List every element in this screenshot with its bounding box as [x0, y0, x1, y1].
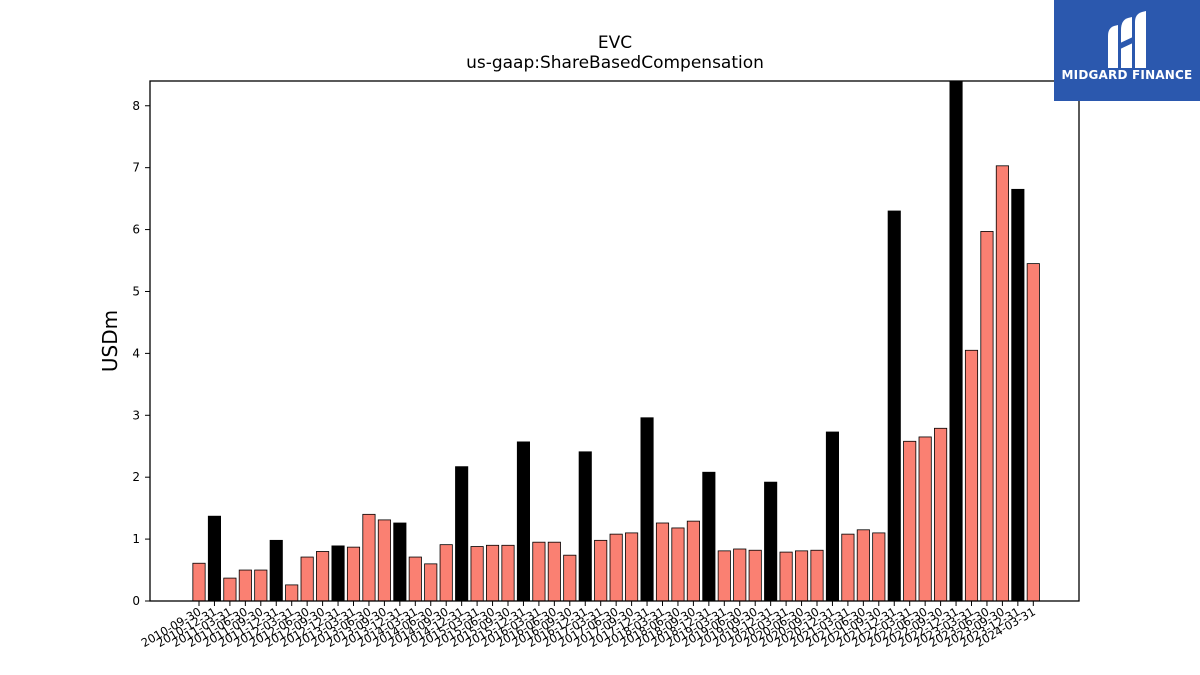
y-axis-label: USDm — [98, 310, 122, 372]
bar-2017-12-31 — [640, 417, 654, 602]
y-tick-label: 7 — [132, 161, 140, 175]
bar-2022-12-31 — [949, 80, 963, 602]
y-tick-label: 4 — [132, 346, 140, 360]
bar-2015-06-30 — [485, 544, 500, 602]
bar-2016-12-31 — [578, 451, 592, 602]
y-tick-label: 2 — [132, 470, 140, 484]
bar-2017-03-31 — [594, 539, 608, 602]
bar-2020-09-30 — [810, 549, 824, 602]
bar-2018-12-31 — [702, 471, 716, 602]
brand-logo: MIDGARD FINANCE — [1054, 0, 1200, 101]
bar-2016-06-30 — [547, 541, 561, 602]
bar-2015-09-30 — [501, 544, 515, 602]
brand-name: MIDGARD FINANCE — [1061, 68, 1193, 82]
bar-2022-09-30 — [934, 427, 948, 602]
bar-2020-12-31 — [825, 431, 839, 602]
bar-2016-03-31 — [532, 541, 546, 602]
bar-2023-09-30 — [995, 165, 1009, 602]
bars-group — [192, 80, 1040, 602]
bar-2012-12-31 — [331, 545, 345, 602]
bar-2011-09-30 — [254, 569, 268, 602]
bar-2012-03-31 — [285, 584, 299, 602]
bar-2019-09-30 — [748, 549, 762, 602]
bar-2019-06-30 — [733, 548, 747, 602]
bar-2018-03-31 — [655, 522, 670, 602]
y-tick-label: 0 — [132, 594, 140, 608]
bar-2023-03-31 — [964, 349, 979, 602]
y-tick-label: 8 — [132, 99, 140, 113]
bar-2017-09-30 — [625, 532, 639, 602]
bar-2018-09-30 — [686, 520, 700, 602]
bar-2010-09-30 — [192, 562, 206, 602]
bar-2017-06-30 — [609, 533, 623, 602]
bar-2013-03-31 — [346, 546, 361, 602]
bar-2011-12-31 — [269, 539, 283, 602]
bar-2014-03-31 — [408, 556, 422, 602]
x-axis: 2010-09-302010-12-312011-03-312011-06-30… — [139, 601, 1038, 650]
bar-2021-12-31 — [887, 210, 901, 602]
bar-2020-06-30 — [795, 550, 809, 602]
bar-2023-06-30 — [980, 231, 994, 602]
bar-2021-03-31 — [841, 533, 855, 602]
bar-2012-06-30 — [300, 556, 314, 602]
bar-2013-09-30 — [377, 519, 391, 602]
y-tick-label: 1 — [132, 532, 140, 546]
y-tick-label: 6 — [132, 223, 140, 237]
chart-subtitle: us-gaap:ShareBasedCompensation — [466, 53, 764, 73]
bar-2022-03-31 — [903, 440, 917, 602]
bar-2019-12-31 — [764, 481, 778, 602]
bar-2019-03-31 — [717, 550, 731, 602]
bar-2012-09-30 — [316, 551, 330, 602]
plot-frame — [149, 80, 1080, 602]
bar-2011-03-31 — [223, 577, 237, 602]
bar-2013-12-31 — [393, 522, 407, 602]
bar-2015-12-31 — [516, 441, 530, 602]
bar-2021-06-30 — [856, 529, 870, 602]
bar-2013-06-30 — [362, 513, 376, 602]
midgard-logo-icon — [1108, 11, 1146, 68]
bar-2018-06-30 — [671, 527, 685, 602]
bar-2020-03-31 — [779, 551, 793, 602]
y-tick-label: 5 — [132, 284, 140, 298]
bar-2011-06-30 — [238, 569, 252, 602]
chart-title: EVC — [598, 33, 632, 53]
bar-2014-06-30 — [424, 563, 438, 602]
bar-2010-12-31 — [207, 515, 222, 602]
bar-2022-06-30 — [918, 436, 932, 602]
bar-2015-03-31 — [470, 546, 484, 602]
bar-2021-09-30 — [872, 532, 886, 602]
y-axis: 0 1 2 3 4 5 6 7 8 — [132, 99, 150, 608]
bar-2023-12-31 — [1011, 188, 1025, 602]
bar-2014-12-31 — [455, 466, 469, 602]
y-tick-label: 3 — [132, 408, 140, 422]
bar-2016-09-30 — [563, 554, 577, 602]
bar-2014-09-30 — [439, 544, 453, 602]
bar-2024-03-31 — [1026, 263, 1040, 602]
